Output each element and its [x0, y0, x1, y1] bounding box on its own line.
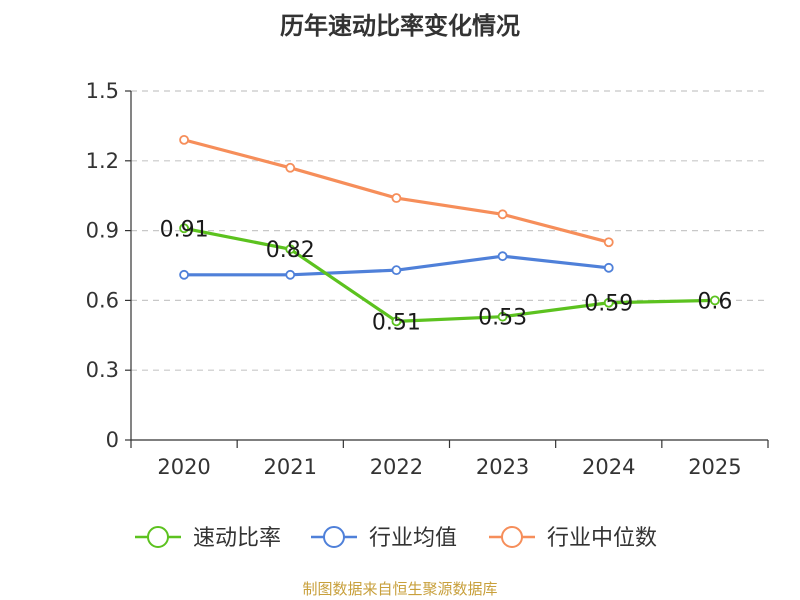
data-point-0-0 — [179, 223, 189, 234]
x-tick-label: 2025 — [688, 455, 741, 479]
data-point-2-0 — [179, 134, 189, 145]
legend-marker-icon — [147, 526, 169, 548]
data-label: 0.91 — [160, 217, 209, 242]
chart-title: 历年速动比率变化情况 — [280, 12, 520, 40]
data-point-2-3 — [497, 209, 508, 220]
data-point-0-4 — [603, 297, 614, 308]
y-tick-label: 0 — [106, 428, 119, 452]
grid-layer — [131, 90, 768, 371]
x-tick-label: 2021 — [264, 455, 317, 479]
data-point-2-2 — [391, 193, 402, 203]
legend-marker-icon — [323, 526, 345, 548]
data-point-1-3 — [497, 251, 508, 262]
data-point-0-5 — [710, 295, 720, 306]
legend-label: 速动比率 — [193, 526, 281, 551]
data-point-1-0 — [179, 269, 189, 280]
data-label: 0.6 — [697, 289, 732, 314]
axis-layer: 0 0.3 0.6 0.9 1.2 1.5 2020 2021 2022 2023 2024 2025 — [86, 79, 769, 479]
data-label: 0.59 — [584, 292, 633, 317]
x-tick-label: 2024 — [582, 455, 635, 479]
legend-item-0[interactable]: 速动比率 — [135, 526, 281, 551]
legend[interactable]: 速动比率 行业均值 行业中位数 — [135, 526, 657, 551]
data-point-2-1 — [285, 162, 296, 173]
data-label: 0.82 — [266, 238, 315, 263]
legend-item-2[interactable]: 行业中位数 — [489, 526, 657, 551]
source-note: 制图数据来自恒生聚源数据库 — [302, 580, 498, 598]
data-point-1-2 — [391, 265, 402, 276]
y-tick-label: 0.3 — [86, 358, 119, 382]
data-label: 0.53 — [478, 306, 527, 331]
legend-label: 行业均值 — [369, 526, 457, 551]
legend-item-1[interactable]: 行业均值 — [311, 526, 457, 551]
data-point-0-1 — [285, 244, 296, 255]
series-line-0 — [183, 226, 715, 323]
data-point-2-4 — [603, 237, 614, 248]
y-tick-label: 0.9 — [86, 219, 119, 243]
legend-marker-icon — [501, 526, 523, 548]
x-tick-label: 2020 — [157, 455, 210, 479]
series-layer — [179, 134, 720, 327]
legend-label: 行业中位数 — [547, 526, 657, 551]
data-point-1-4 — [603, 262, 614, 273]
x-tick-label: 2023 — [476, 455, 529, 479]
x-tick-label: 2022 — [370, 455, 423, 479]
data-point-1-1 — [285, 269, 296, 280]
series-line-2 — [183, 138, 610, 244]
y-tick-label: 0.6 — [86, 288, 119, 312]
y-tick-label: 1.2 — [86, 149, 119, 173]
data-label: 0.51 — [372, 310, 421, 335]
data-point-0-3 — [497, 311, 508, 322]
data-point-0-2 — [391, 316, 402, 327]
y-tick-label: 1.5 — [86, 79, 119, 103]
label-layer: 0.91 0.82 0.51 0.53 0.59 0.6 — [160, 217, 733, 335]
